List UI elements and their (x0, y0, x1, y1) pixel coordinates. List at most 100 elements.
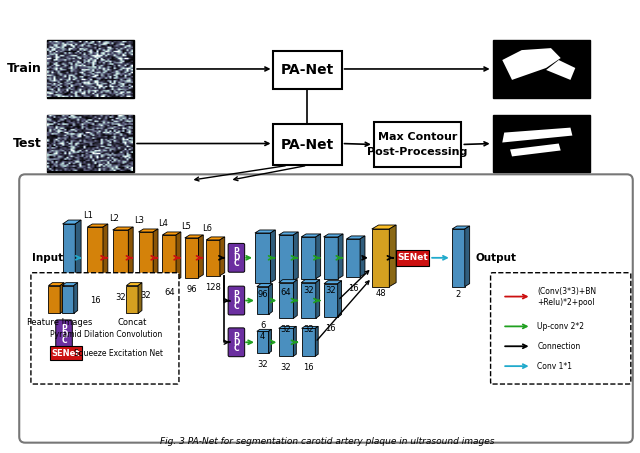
Text: 32: 32 (303, 286, 314, 294)
Polygon shape (62, 283, 77, 286)
Text: 128: 128 (205, 283, 221, 292)
Polygon shape (255, 233, 271, 283)
Polygon shape (49, 283, 64, 286)
Text: 32: 32 (141, 291, 151, 299)
Polygon shape (138, 283, 142, 313)
Polygon shape (257, 331, 269, 353)
Bar (51, 346, 81, 360)
Bar (47, 40, 134, 98)
Text: C: C (61, 336, 67, 345)
Polygon shape (338, 234, 343, 279)
Polygon shape (293, 326, 296, 356)
Polygon shape (88, 224, 108, 227)
Bar (493, 40, 590, 98)
Text: 48: 48 (375, 289, 386, 298)
Polygon shape (49, 286, 60, 313)
Text: Input: Input (32, 253, 63, 263)
Polygon shape (279, 280, 297, 283)
Text: Test: Test (13, 137, 42, 150)
Bar (396, 250, 429, 266)
Polygon shape (63, 220, 81, 224)
Polygon shape (502, 48, 561, 80)
Polygon shape (301, 234, 321, 237)
Polygon shape (76, 220, 81, 292)
FancyBboxPatch shape (228, 243, 244, 272)
Bar (273, 51, 342, 89)
Polygon shape (163, 232, 181, 235)
Text: SENet: SENet (397, 253, 428, 262)
Polygon shape (269, 329, 271, 353)
Text: L4: L4 (159, 219, 168, 228)
Polygon shape (128, 227, 133, 286)
Bar (493, 115, 590, 172)
Polygon shape (138, 229, 158, 232)
Polygon shape (316, 280, 319, 318)
Polygon shape (279, 326, 296, 328)
Text: 32: 32 (303, 325, 314, 334)
Polygon shape (301, 280, 319, 283)
Text: L6: L6 (202, 224, 212, 233)
Text: 2: 2 (456, 289, 461, 299)
Polygon shape (257, 287, 269, 314)
Text: 3: 3 (62, 295, 68, 304)
Text: 64: 64 (281, 288, 291, 297)
Text: PA-Net: PA-Net (281, 138, 334, 151)
Polygon shape (279, 328, 293, 356)
Polygon shape (360, 236, 365, 277)
Polygon shape (452, 226, 470, 229)
Polygon shape (465, 226, 470, 287)
FancyBboxPatch shape (19, 174, 633, 443)
Polygon shape (220, 237, 225, 276)
Text: Output: Output (476, 253, 517, 263)
Polygon shape (316, 326, 318, 356)
Polygon shape (113, 227, 133, 230)
Text: C: C (234, 259, 239, 268)
Polygon shape (113, 230, 128, 286)
Bar (374, 122, 461, 167)
Polygon shape (301, 237, 316, 279)
Polygon shape (88, 227, 103, 289)
Text: L2: L2 (109, 214, 118, 223)
Polygon shape (163, 235, 176, 281)
Text: Fig. 3 PA-Net for segmentation carotid artery plaque in ultrasound images: Fig. 3 PA-Net for segmentation carotid a… (160, 437, 494, 446)
Polygon shape (103, 224, 108, 289)
Text: Post-Processing: Post-Processing (367, 148, 468, 158)
Polygon shape (510, 144, 561, 156)
Text: 16: 16 (326, 324, 336, 333)
Text: L5: L5 (181, 222, 191, 231)
Text: 96: 96 (257, 289, 268, 299)
Text: Squeeze Excitation Net: Squeeze Excitation Net (74, 349, 163, 358)
Polygon shape (271, 230, 275, 283)
Polygon shape (301, 328, 316, 356)
Polygon shape (293, 232, 298, 281)
Polygon shape (198, 235, 204, 278)
Text: 96: 96 (186, 284, 197, 294)
Text: Feature Images: Feature Images (28, 318, 93, 328)
Polygon shape (293, 280, 297, 318)
Text: P: P (234, 290, 239, 299)
Bar (47, 115, 134, 172)
Text: L1: L1 (83, 211, 93, 220)
Text: D: D (233, 253, 239, 262)
Polygon shape (60, 283, 64, 313)
Polygon shape (324, 284, 338, 318)
Text: 64: 64 (164, 288, 175, 297)
Text: 32: 32 (257, 360, 268, 369)
Polygon shape (126, 283, 142, 286)
Text: SENet: SENet (52, 349, 80, 358)
FancyBboxPatch shape (31, 273, 179, 384)
Text: P: P (234, 332, 239, 341)
FancyBboxPatch shape (228, 286, 244, 315)
Polygon shape (138, 232, 153, 284)
Polygon shape (279, 283, 293, 318)
Polygon shape (126, 286, 138, 313)
Polygon shape (389, 225, 396, 287)
Polygon shape (176, 232, 181, 281)
Polygon shape (153, 229, 158, 284)
Text: Conv 1*1: Conv 1*1 (538, 361, 572, 371)
Polygon shape (346, 239, 360, 277)
FancyBboxPatch shape (491, 273, 631, 384)
Bar (273, 124, 342, 165)
Text: 32: 32 (281, 363, 291, 372)
Polygon shape (206, 237, 225, 240)
